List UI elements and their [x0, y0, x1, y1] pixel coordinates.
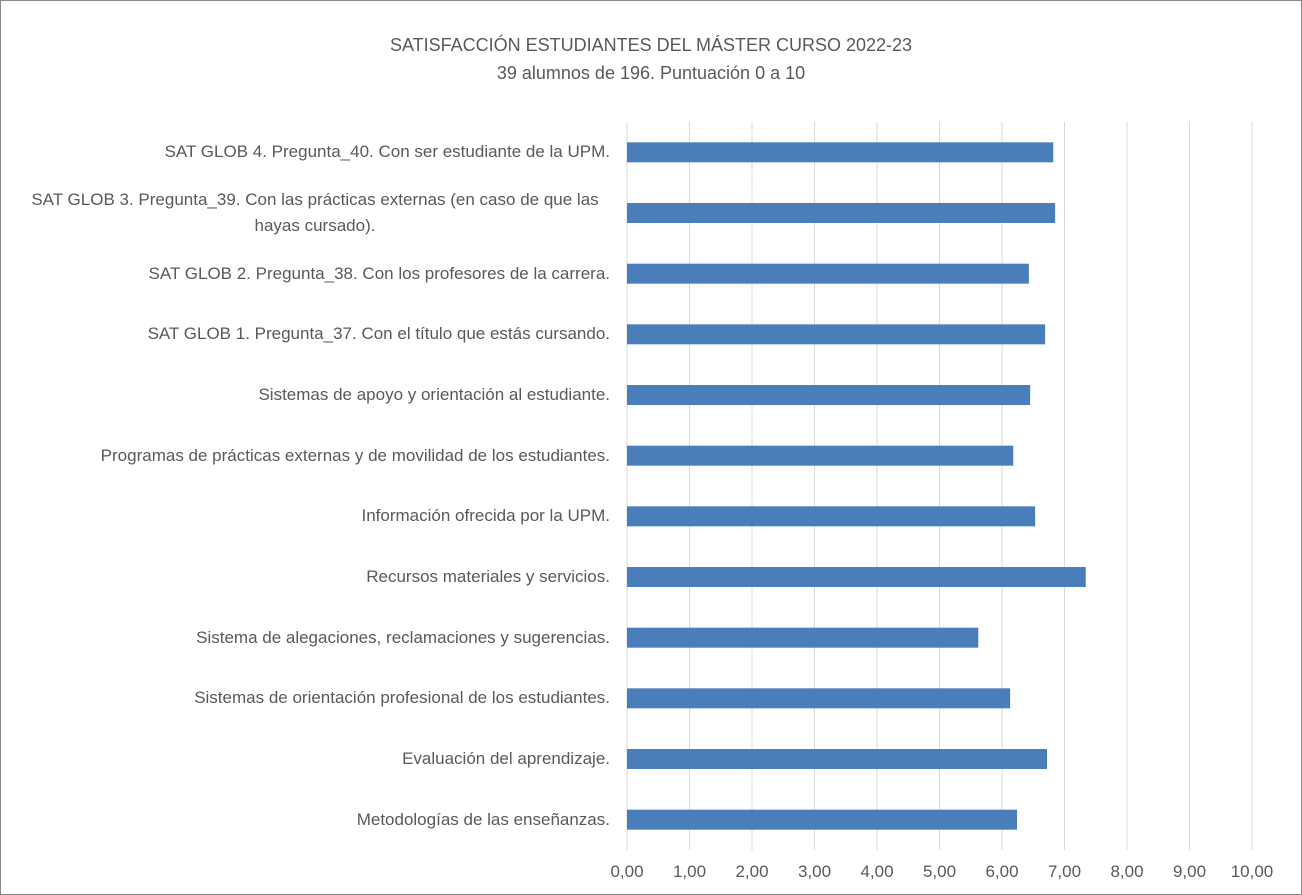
x-tick-label-text: 9,00	[1172, 862, 1207, 881]
x-tick-label-text: 3,00	[797, 862, 832, 881]
y-tick-label-text: Sistema de alegaciones, reclamaciones y …	[196, 627, 610, 647]
bar	[627, 263, 1029, 284]
x-tick-label: 5,00	[900, 862, 980, 882]
y-tick-label-text: Evaluación del aprendizaje.	[402, 749, 610, 768]
x-tick-label-text: 6,00	[985, 862, 1019, 881]
y-tick-label: SAT GLOB 2. Pregunta_38. Con los profeso…	[20, 261, 610, 287]
y-tick-label: Recursos materiales y servicios.	[20, 564, 610, 590]
y-tick-label-text: Sistemas de orientación profesional de l…	[194, 688, 610, 708]
y-tick-label: Sistema de alegaciones, reclamaciones y …	[20, 625, 610, 651]
bar	[627, 324, 1046, 345]
y-tick-label-text: Metodologías de las enseñanzas.	[356, 809, 610, 829]
x-tick-label: 9,00	[1150, 862, 1230, 882]
y-tick-label-text: Programas de prácticas externas y de mov…	[100, 445, 610, 465]
bar	[627, 142, 1054, 163]
x-tick-label: 6,00	[962, 862, 1042, 882]
y-tick-label-text: SAT GLOB 3. Pregunta_39. Con las práctic…	[31, 190, 599, 235]
bar	[627, 809, 1017, 830]
x-tick-label: 8,00	[1087, 862, 1167, 882]
bar	[627, 506, 1036, 527]
y-tick-label-text: SAT GLOB 1. Pregunta_37. Con el título q…	[147, 324, 610, 344]
x-tick-label: 10,00	[1212, 862, 1292, 882]
bar	[627, 445, 1014, 466]
bar	[627, 203, 1056, 223]
x-tick-label: 1,00	[650, 862, 730, 882]
y-tick-label: Metodologías de las enseñanzas.	[20, 807, 610, 833]
bar	[627, 385, 1031, 405]
chart-subtitle: 39 alumnos de 196. Puntuación 0 a 10	[496, 63, 806, 83]
y-tick-label: Información ofrecida por la UPM.	[20, 503, 611, 529]
y-tick-label: Sistemas de apoyo y orientación al estud…	[20, 382, 610, 408]
x-tick-label-text: 0,00	[610, 862, 644, 881]
x-tick-label: 3,00	[775, 862, 855, 882]
bar	[627, 627, 979, 648]
x-tick-label-text: 4,00	[860, 862, 894, 881]
x-tick-label-text: 1,00	[672, 862, 707, 881]
x-tick-label-text: 2,00	[735, 862, 769, 881]
y-tick-label-text: SAT GLOB 2. Pregunta_38. Con los profeso…	[148, 263, 610, 283]
y-tick-label: SAT GLOB 3. Pregunta_39. Con las práctic…	[20, 187, 610, 239]
y-tick-label: Sistemas de orientación profesional de l…	[20, 685, 610, 711]
x-tick-label: 7,00	[1025, 862, 1105, 882]
x-tick-label: 2,00	[712, 862, 792, 882]
y-tick-label: Evaluación del aprendizaje.	[20, 746, 610, 772]
x-tick-label-text: 8,00	[1110, 862, 1144, 881]
x-tick-label: 0,00	[587, 862, 667, 882]
bar	[627, 567, 1086, 587]
y-tick-label-text: SAT GLOB 4. Pregunta_40. Con ser estudia…	[164, 142, 610, 162]
y-tick-label-text: Recursos materiales y servicios.	[366, 567, 610, 586]
y-tick-label-text: Información ofrecida por la UPM.	[361, 506, 611, 526]
x-tick-label: 4,00	[837, 862, 917, 882]
chart-title: SATISFACCIÓN ESTUDIANTES DEL MÁSTER CURS…	[389, 35, 913, 55]
y-tick-label: SAT GLOB 1. Pregunta_37. Con el título q…	[20, 321, 610, 347]
y-tick-label: SAT GLOB 4. Pregunta_40. Con ser estudia…	[20, 139, 610, 165]
bar	[627, 688, 1011, 709]
bar	[627, 749, 1047, 769]
x-tick-label-text: 7,00	[1047, 862, 1082, 881]
y-tick-label: Programas de prácticas externas y de mov…	[20, 443, 610, 469]
x-tick-label-text: 5,00	[922, 862, 957, 881]
y-tick-label-text: Sistemas de apoyo y orientación al estud…	[258, 385, 610, 404]
x-tick-label-text: 10,00	[1230, 862, 1274, 881]
